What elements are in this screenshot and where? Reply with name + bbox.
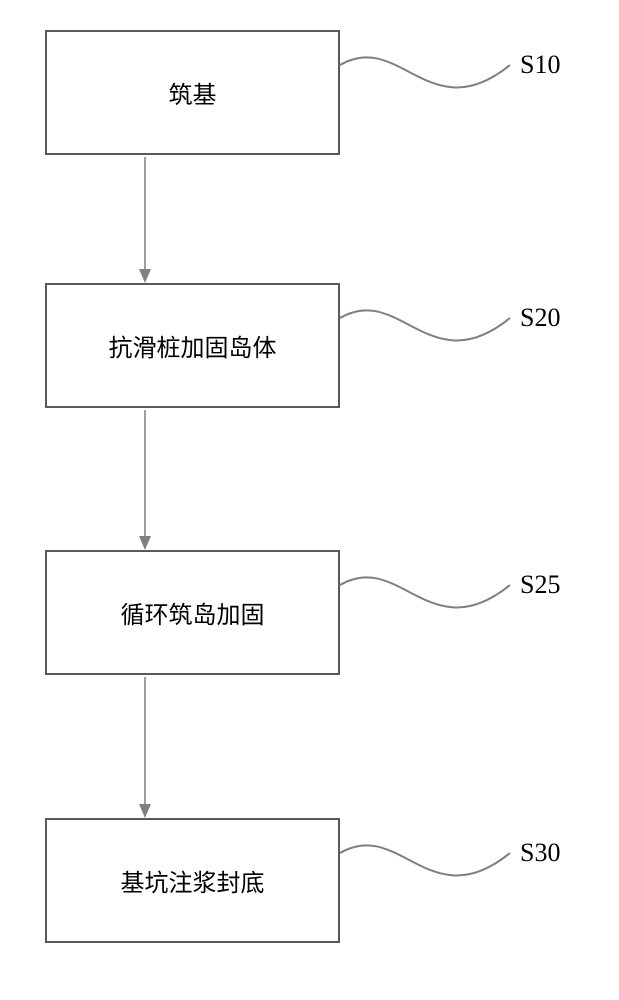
label-s30: S30 <box>520 838 560 868</box>
flowchart-container: 筑基 S10 抗滑桩加固岛体 S20 循环筑岛加固 S25 基坑注浆封 <box>0 0 619 1000</box>
